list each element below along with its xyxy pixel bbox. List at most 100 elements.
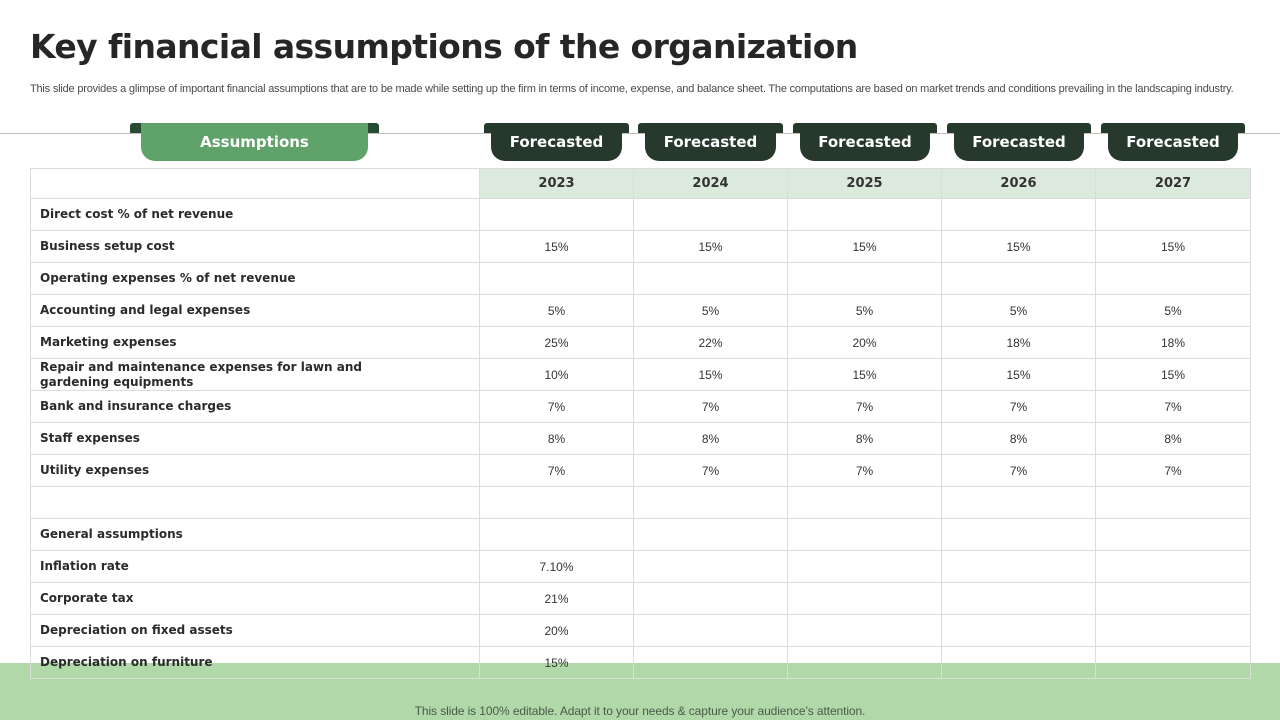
value-cell bbox=[787, 614, 942, 647]
value-cell: 15% bbox=[1095, 230, 1251, 263]
value-cell: 10% bbox=[479, 358, 634, 391]
value-cell bbox=[633, 262, 788, 295]
value-cell: 8% bbox=[633, 422, 788, 455]
assumptions-tab-label: Assumptions bbox=[141, 123, 368, 161]
year-header: 2024 bbox=[633, 168, 788, 199]
value-cell bbox=[787, 582, 942, 615]
value-cell bbox=[941, 550, 1096, 583]
row-label: Operating expenses % of net revenue bbox=[30, 262, 480, 295]
value-cell bbox=[941, 646, 1096, 679]
value-cell bbox=[479, 486, 634, 519]
year-header: 2023 bbox=[479, 168, 634, 199]
year-header-row: 2023 2024 2025 2026 2027 bbox=[30, 168, 1251, 199]
value-cell: 20% bbox=[787, 326, 942, 359]
table-row: Depreciation on furniture 15% bbox=[30, 646, 1251, 679]
value-cell bbox=[941, 262, 1096, 295]
value-cell: 21% bbox=[479, 582, 634, 615]
value-cell: 18% bbox=[1095, 326, 1251, 359]
table-row: Inflation rate 7.10% bbox=[30, 550, 1251, 583]
value-cell bbox=[1095, 646, 1251, 679]
table-row: Operating expenses % of net revenue bbox=[30, 262, 1251, 295]
value-cell: 5% bbox=[1095, 294, 1251, 327]
value-cell: 8% bbox=[1095, 422, 1251, 455]
value-cell: 7% bbox=[787, 454, 942, 487]
value-cell: 7% bbox=[479, 454, 634, 487]
value-cell: 8% bbox=[941, 422, 1096, 455]
value-cell: 15% bbox=[1095, 358, 1251, 391]
value-cell bbox=[633, 486, 788, 519]
table-row: Direct cost % of net revenue bbox=[30, 198, 1251, 231]
value-cell bbox=[1095, 486, 1251, 519]
table-row: Business setup cost 15% 15% 15% 15% 15% bbox=[30, 230, 1251, 263]
forecasted-tab: Forecasted bbox=[793, 123, 937, 161]
value-cell: 7% bbox=[633, 454, 788, 487]
value-cell bbox=[1095, 582, 1251, 615]
value-cell bbox=[633, 646, 788, 679]
value-cell bbox=[1095, 518, 1251, 551]
row-label: Corporate tax bbox=[30, 582, 480, 615]
header-divider bbox=[0, 133, 1280, 134]
row-label: General assumptions bbox=[30, 518, 480, 551]
value-cell bbox=[633, 550, 788, 583]
value-cell bbox=[1095, 614, 1251, 647]
value-cell: 15% bbox=[787, 358, 942, 391]
forecasted-tab: Forecasted bbox=[1101, 123, 1245, 161]
row-label: Staff expenses bbox=[30, 422, 480, 455]
value-cell: 15% bbox=[941, 230, 1096, 263]
value-cell bbox=[1095, 262, 1251, 295]
value-cell bbox=[787, 486, 942, 519]
value-cell bbox=[941, 518, 1096, 551]
value-cell bbox=[787, 262, 942, 295]
value-cell: 22% bbox=[633, 326, 788, 359]
assumptions-table: 2023 2024 2025 2026 2027 Direct cost % o… bbox=[30, 168, 1251, 679]
value-cell: 15% bbox=[479, 646, 634, 679]
forecasted-tab-label: Forecasted bbox=[954, 123, 1084, 161]
value-cell bbox=[941, 198, 1096, 231]
footer-note: This slide is 100% editable. Adapt it to… bbox=[414, 704, 866, 718]
forecasted-tab-label: Forecasted bbox=[491, 123, 622, 161]
table-row: Marketing expenses 25% 22% 20% 18% 18% bbox=[30, 326, 1251, 359]
value-cell bbox=[479, 198, 634, 231]
row-label: Depreciation on furniture bbox=[30, 646, 480, 679]
table-row: Repair and maintenance expenses for lawn… bbox=[30, 358, 1251, 391]
value-cell bbox=[633, 582, 788, 615]
value-cell: 15% bbox=[787, 230, 942, 263]
value-cell: 25% bbox=[479, 326, 634, 359]
table-row: Staff expenses 8% 8% 8% 8% 8% bbox=[30, 422, 1251, 455]
header-blank-cell bbox=[30, 168, 480, 199]
value-cell: 8% bbox=[787, 422, 942, 455]
forecasted-tab-label: Forecasted bbox=[800, 123, 930, 161]
value-cell: 7% bbox=[941, 454, 1096, 487]
row-label: Marketing expenses bbox=[30, 326, 480, 359]
value-cell: 15% bbox=[633, 230, 788, 263]
value-cell: 7% bbox=[633, 390, 788, 423]
forecasted-tab-label: Forecasted bbox=[1108, 123, 1238, 161]
year-header: 2025 bbox=[787, 168, 942, 199]
forecasted-tab: Forecasted bbox=[947, 123, 1091, 161]
row-label: Depreciation on fixed assets bbox=[30, 614, 480, 647]
value-cell: 15% bbox=[633, 358, 788, 391]
value-cell bbox=[941, 582, 1096, 615]
table-row: Corporate tax 21% bbox=[30, 582, 1251, 615]
value-cell bbox=[633, 614, 788, 647]
row-label: Direct cost % of net revenue bbox=[30, 198, 480, 231]
value-cell: 7% bbox=[941, 390, 1096, 423]
value-cell bbox=[1095, 550, 1251, 583]
value-cell bbox=[787, 198, 942, 231]
forecasted-tab: Forecasted bbox=[484, 123, 629, 161]
value-cell: 15% bbox=[941, 358, 1096, 391]
year-header: 2027 bbox=[1095, 168, 1251, 199]
row-label: Bank and insurance charges bbox=[30, 390, 480, 423]
row-label: Business setup cost bbox=[30, 230, 480, 263]
value-cell bbox=[941, 614, 1096, 647]
value-cell bbox=[787, 550, 942, 583]
value-cell bbox=[633, 518, 788, 551]
value-cell bbox=[479, 518, 634, 551]
table-row: Depreciation on fixed assets 20% bbox=[30, 614, 1251, 647]
value-cell bbox=[479, 262, 634, 295]
table-row: Accounting and legal expenses 5% 5% 5% 5% 5% bbox=[30, 294, 1251, 327]
value-cell bbox=[633, 198, 788, 231]
value-cell: 8% bbox=[479, 422, 634, 455]
value-cell: 5% bbox=[479, 294, 634, 327]
row-label: Repair and maintenance expenses for lawn… bbox=[30, 358, 480, 391]
